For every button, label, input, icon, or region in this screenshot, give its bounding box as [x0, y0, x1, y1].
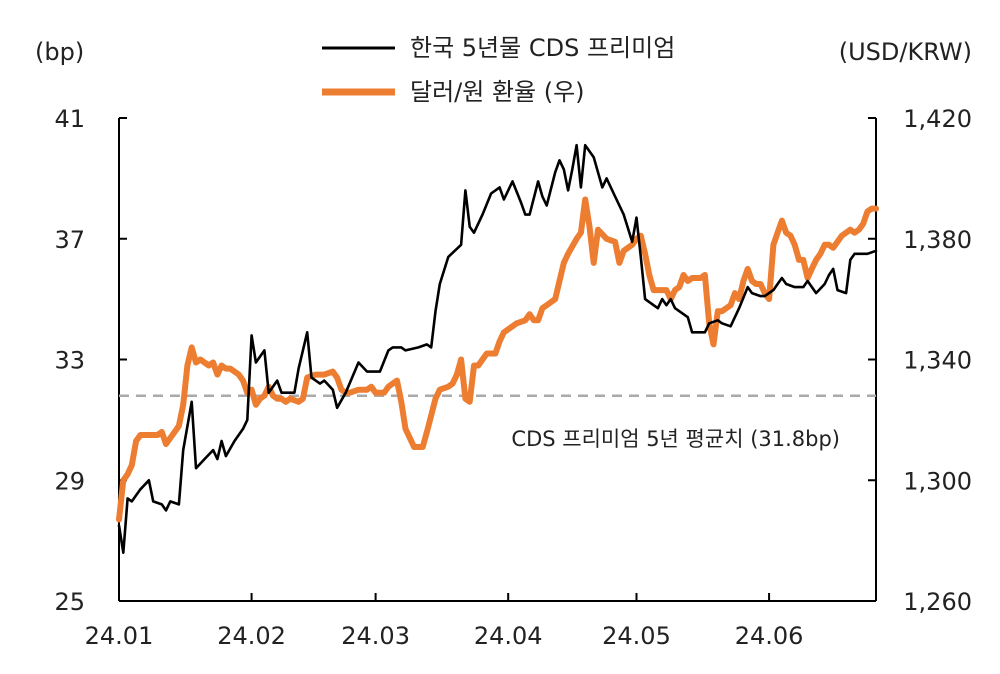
reference-line-label: CDS 프리미엄 5년 평균치 (31.8bp)	[511, 427, 840, 451]
right-y-tick-label: 1,420	[903, 105, 972, 133]
reference-line-group: CDS 프리미엄 5년 평균치 (31.8bp)	[119, 394, 876, 451]
ticks: 25 29 33 37 41 1,260 1,300 1,340 1,380 1,420 24.01…	[54, 105, 972, 650]
series-line-fx	[116, 196, 879, 523]
x-tick-label: 24.05	[602, 622, 671, 650]
x-tick-label: 24.03	[341, 622, 410, 650]
x-tick-label: 24.01	[85, 622, 154, 650]
right-y-tick-label: 1,300	[903, 467, 972, 495]
right-y-tick-label: 1,340	[903, 347, 972, 375]
legend-label-fx: 달러/원 환율 (우)	[410, 78, 585, 106]
x-tick-label: 24.06	[735, 622, 804, 650]
x-tick-label: 24.04	[474, 622, 543, 650]
left-y-tick-label: 41	[54, 105, 85, 133]
right-y-tick-label: 1,260	[903, 588, 972, 616]
series-line-cds	[117, 143, 878, 555]
left-axis-unit: (bp)	[35, 38, 84, 66]
series-group	[116, 143, 879, 555]
legend: 한국 5년물 CDS 프리미엄 달러/원 환율 (우)	[322, 34, 675, 106]
left-y-tick-label: 37	[54, 226, 85, 254]
left-y-tick-label: 25	[54, 588, 85, 616]
legend-label-cds: 한국 5년물 CDS 프리미엄	[410, 34, 675, 62]
right-y-tick-label: 1,380	[903, 226, 972, 254]
x-tick-label: 24.02	[217, 622, 286, 650]
left-y-tick-label: 29	[54, 467, 85, 495]
left-y-tick-label: 33	[54, 347, 85, 375]
right-axis-unit: (USD/KRW)	[839, 38, 972, 66]
